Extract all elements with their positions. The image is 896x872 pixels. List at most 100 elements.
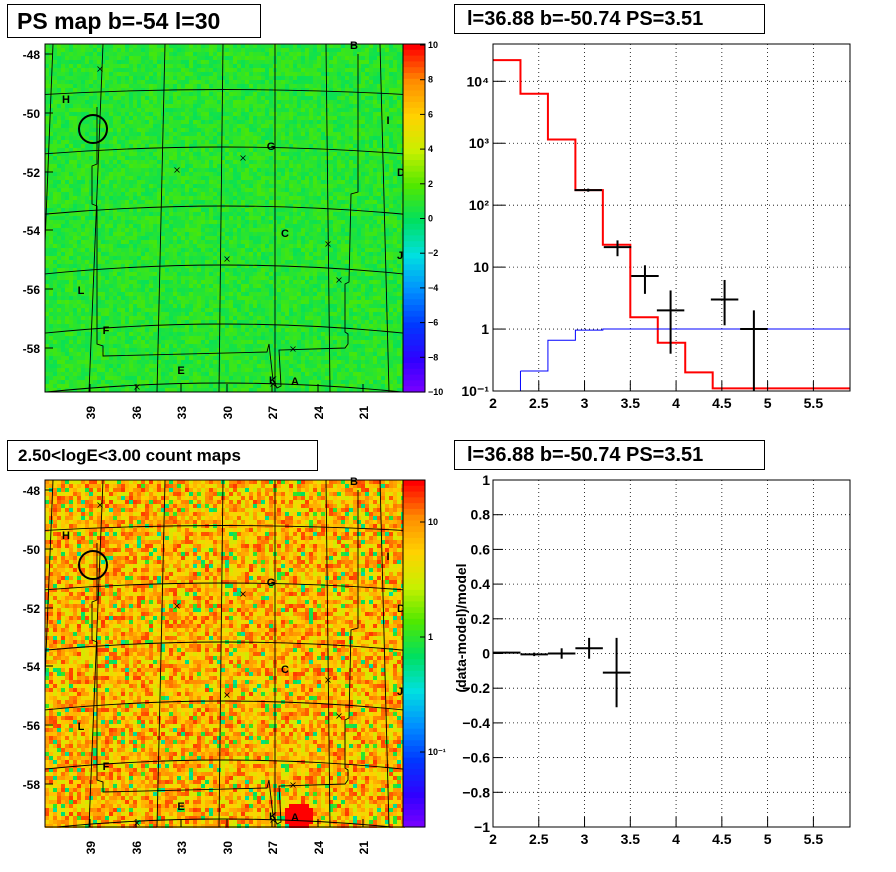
- heatmap-cell: [309, 104, 313, 108]
- heatmap-cell: [365, 160, 369, 164]
- heatmap-cell: [193, 60, 197, 64]
- heatmap-cell: [93, 204, 97, 208]
- heatmap-cell: [393, 112, 397, 116]
- heatmap-cell: [173, 48, 177, 52]
- heatmap-cell: [197, 136, 201, 140]
- heatmap-cell: [141, 128, 145, 132]
- heatmap-cell: [157, 104, 161, 108]
- heatmap-cell: [233, 56, 237, 60]
- heatmap-cell: [201, 160, 205, 164]
- heatmap-cell: [369, 252, 373, 256]
- heatmap-cell: [333, 212, 337, 216]
- heatmap-cell: [281, 228, 285, 232]
- heatmap-cell: [349, 164, 353, 168]
- heatmap-cell: [245, 128, 249, 132]
- heatmap-cell: [105, 52, 109, 56]
- heatmap-cell: [309, 68, 313, 72]
- heatmap-cell: [129, 64, 133, 68]
- heatmap-cell: [97, 100, 101, 104]
- heatmap-cell: [141, 88, 145, 92]
- heatmap-cell: [69, 52, 73, 56]
- heatmap-cell: [137, 232, 141, 236]
- heatmap-cell: [149, 104, 153, 108]
- heatmap-cell: [53, 244, 57, 248]
- heatmap-cell: [89, 108, 93, 112]
- heatmap-cell: [373, 220, 377, 224]
- heatmap-cell: [97, 84, 101, 88]
- heatmap-cell: [317, 172, 321, 176]
- heatmap-cell: [225, 156, 229, 160]
- heatmap-cell: [313, 52, 317, 56]
- heatmap-cell: [301, 240, 305, 244]
- heatmap-cell: [109, 212, 113, 216]
- heatmap-cell: [377, 44, 381, 48]
- heatmap-cell: [169, 252, 173, 256]
- heatmap-cell: [269, 236, 273, 240]
- heatmap-cell: [289, 48, 293, 52]
- heatmap-cell: [77, 180, 81, 184]
- heatmap-cell: [61, 256, 65, 260]
- heatmap-cell: [69, 180, 73, 184]
- heatmap-cell: [233, 172, 237, 176]
- heatmap-cell: [141, 236, 145, 240]
- heatmap-cell: [81, 104, 85, 108]
- heatmap-cell: [109, 156, 113, 160]
- heatmap-cell: [389, 212, 393, 216]
- heatmap-cell: [113, 252, 117, 256]
- heatmap-cell: [349, 56, 353, 60]
- heatmap-cell: [289, 248, 293, 252]
- heatmap-cell: [361, 76, 365, 80]
- heatmap-cell: [61, 92, 65, 96]
- heatmap-cell: [269, 228, 273, 232]
- heatmap-cell: [77, 176, 81, 180]
- heatmap-cell: [89, 136, 93, 140]
- heatmap-cell: [369, 240, 373, 244]
- heatmap-cell: [309, 92, 313, 96]
- heatmap-cell: [369, 136, 373, 140]
- heatmap-cell: [181, 112, 185, 116]
- heatmap-cell: [365, 136, 369, 140]
- heatmap-cell: [97, 124, 101, 128]
- heatmap-cell: [165, 72, 169, 76]
- heatmap-cell: [329, 64, 333, 68]
- heatmap-cell: [81, 204, 85, 208]
- heatmap-cell: [325, 84, 329, 88]
- heatmap-cell: [73, 136, 77, 140]
- heatmap-cell: [369, 204, 373, 208]
- heatmap-cell: [357, 92, 361, 96]
- heatmap-cell: [205, 248, 209, 252]
- heatmap-cell: [141, 248, 145, 252]
- heatmap-cell: [197, 72, 201, 76]
- heatmap-cell: [49, 68, 53, 72]
- heatmap-cell: [309, 80, 313, 84]
- heatmap-cell: [113, 96, 117, 100]
- heatmap-cell: [133, 236, 137, 240]
- heatmap-cell: [313, 56, 317, 60]
- heatmap-cell: [57, 124, 61, 128]
- heatmap-cell: [321, 232, 325, 236]
- heatmap-cell: [317, 156, 321, 160]
- heatmap-cell: [253, 136, 257, 140]
- heatmap-cell: [253, 160, 257, 164]
- heatmap-cell: [129, 216, 133, 220]
- heatmap-cell: [49, 140, 53, 144]
- heatmap-cell: [73, 120, 77, 124]
- heatmap-cell: [245, 184, 249, 188]
- heatmap-cell: [277, 232, 281, 236]
- heatmap-cell: [385, 200, 389, 204]
- heatmap-cell: [101, 188, 105, 192]
- heatmap-cell: [297, 220, 301, 224]
- heatmap-cell: [381, 80, 385, 84]
- heatmap-cell: [221, 224, 225, 228]
- heatmap-cell: [329, 260, 333, 264]
- heatmap-cell: [317, 232, 321, 236]
- heatmap-cell: [381, 108, 385, 112]
- heatmap-cell: [245, 188, 249, 192]
- heatmap-cell: [253, 260, 257, 264]
- heatmap-cell: [181, 172, 185, 176]
- heatmap-cell: [237, 216, 241, 220]
- heatmap-cell: [313, 248, 317, 252]
- heatmap-cell: [209, 240, 213, 244]
- heatmap-cell: [205, 44, 209, 48]
- heatmap-cell: [265, 80, 269, 84]
